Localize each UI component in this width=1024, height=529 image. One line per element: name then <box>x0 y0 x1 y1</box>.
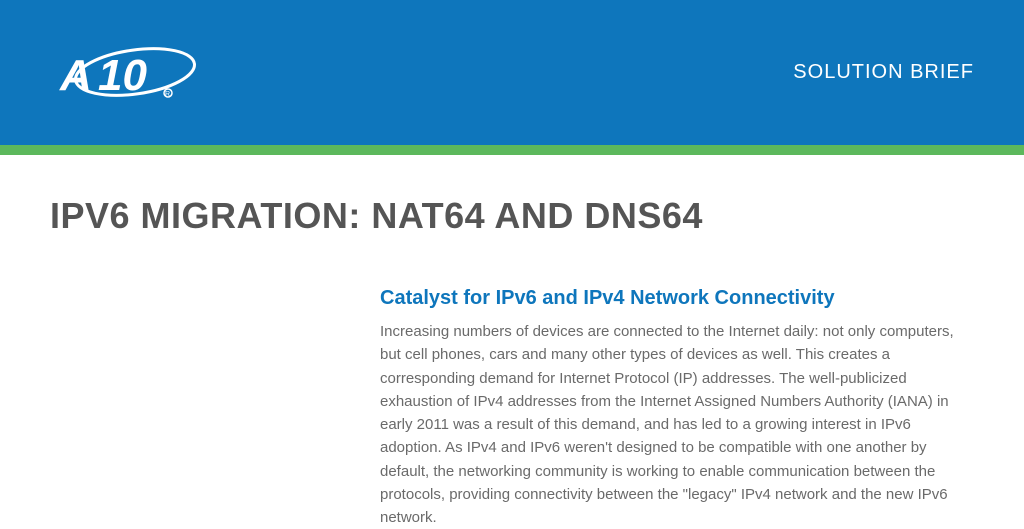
svg-text:A: A <box>59 51 92 100</box>
body-section: Catalyst for IPv6 and IPv4 Network Conne… <box>380 287 960 529</box>
a10-logo-icon: A 10 R <box>50 35 200 110</box>
section-heading: Catalyst for IPv6 and IPv4 Network Conne… <box>380 287 960 310</box>
page-title: IPV6 MIGRATION: NAT64 AND DNS64 <box>50 195 974 237</box>
document-content: IPV6 MIGRATION: NAT64 AND DNS64 Catalyst… <box>0 155 1024 529</box>
company-logo: A 10 R <box>50 35 200 110</box>
svg-text:10: 10 <box>98 51 147 100</box>
svg-text:R: R <box>165 91 170 98</box>
accent-bar <box>0 145 1024 155</box>
body-paragraph: Increasing numbers of devices are connec… <box>380 320 960 529</box>
document-type-label: SOLUTION BRIEF <box>793 61 974 84</box>
document-header: A 10 R SOLUTION BRIEF <box>0 0 1024 145</box>
